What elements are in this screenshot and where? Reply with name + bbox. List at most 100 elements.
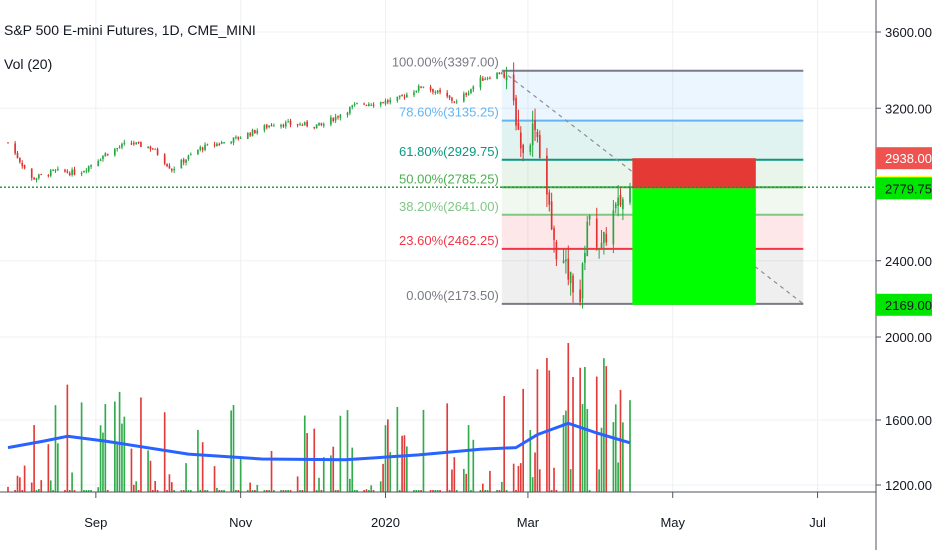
volume-bar — [197, 429, 199, 492]
price-candle — [595, 218, 598, 248]
price-label-box — [876, 147, 932, 170]
volume-bar — [263, 490, 266, 492]
volume-bar — [49, 480, 52, 492]
volume-bar — [320, 490, 323, 492]
volume-bar — [268, 490, 270, 492]
price-candle — [97, 160, 100, 167]
price-candle — [54, 169, 57, 171]
price-candle — [73, 169, 76, 175]
price-candle — [197, 149, 199, 155]
price-candle — [137, 141, 140, 143]
short-position-tool[interactable] — [632, 158, 756, 305]
price-candle — [403, 96, 406, 98]
price-candle — [432, 88, 434, 93]
price-candle — [204, 144, 206, 150]
price-candle — [64, 169, 66, 172]
price-candle — [339, 114, 342, 118]
volume-bar — [16, 475, 19, 492]
price-candle — [498, 72, 501, 75]
fib-level-label: 61.80%(2929.75) — [399, 144, 499, 159]
volume-bar — [406, 446, 408, 492]
price-candle — [330, 117, 332, 125]
volume-bar — [517, 466, 520, 492]
volume-bar — [398, 490, 401, 492]
price-candle — [320, 123, 323, 125]
price-candle — [130, 143, 133, 145]
price-candle — [251, 129, 254, 137]
volume-bar — [420, 490, 422, 492]
volume-bar — [116, 444, 119, 492]
volume-bar — [614, 404, 617, 492]
price-candle — [287, 121, 289, 123]
volume-bar — [21, 490, 24, 492]
volume-bar — [35, 490, 38, 492]
price-candle — [384, 100, 387, 104]
price-candle — [235, 136, 237, 138]
price-candle — [289, 120, 292, 125]
price-tick-label: 3200.00 — [885, 101, 932, 116]
price-candle — [413, 92, 415, 96]
price-candle — [132, 142, 135, 145]
volume-bar — [588, 490, 591, 492]
price-candle — [299, 124, 301, 126]
volume-bar — [99, 425, 102, 492]
volume-bar — [163, 412, 166, 492]
volume-bar — [515, 490, 517, 492]
price-candle — [467, 93, 470, 95]
volume-bar — [71, 472, 73, 492]
price-tick-label: 1200.00 — [885, 478, 932, 493]
volume-bar — [422, 409, 425, 492]
price-candle — [313, 126, 316, 128]
volume-bar — [382, 463, 384, 492]
price-candle — [548, 192, 551, 205]
volume-bar — [306, 433, 308, 492]
volume-bar — [318, 477, 320, 492]
time-tick-label: Nov — [229, 515, 253, 530]
volume-bar — [170, 482, 173, 492]
price-candle — [306, 121, 308, 127]
volume-bar — [182, 490, 185, 492]
price-candle — [517, 122, 520, 130]
volume-indicator-label[interactable]: Vol (20) — [4, 56, 53, 72]
price-candle — [579, 289, 581, 303]
volume-bar — [40, 480, 43, 492]
price-candle — [603, 231, 605, 244]
price-candle — [363, 103, 365, 105]
price-candle — [448, 95, 451, 98]
price-candle — [565, 259, 567, 262]
symbol-title[interactable]: S&P 500 E-mini Futures, 1D, CME_MINI — [4, 22, 256, 38]
price-candle — [553, 228, 555, 240]
price-candle — [182, 159, 185, 163]
price-candle — [389, 99, 392, 103]
price-candle — [453, 101, 456, 103]
price-candle — [121, 143, 123, 148]
volume-bar — [57, 443, 59, 492]
price-candle — [116, 148, 119, 150]
volume-bar — [617, 462, 619, 492]
volume-bar — [629, 400, 631, 492]
volume-bar — [232, 405, 235, 492]
price-candle — [33, 177, 35, 180]
price-candle — [379, 102, 382, 105]
price-candle — [522, 144, 524, 153]
volume-bar — [97, 487, 100, 492]
fib-zone — [501, 70, 804, 121]
volume-bar — [479, 490, 482, 492]
price-candle — [534, 120, 536, 130]
price-candle — [268, 125, 270, 127]
price-candle — [555, 241, 558, 260]
price-candle — [239, 137, 242, 139]
price-candle — [80, 173, 83, 175]
volume-bar — [301, 490, 304, 492]
price-candle — [90, 165, 92, 167]
volume-bar — [432, 490, 434, 492]
volume-bar — [180, 490, 183, 492]
volume-bar — [498, 490, 501, 492]
time-tick-label: Mar — [517, 515, 540, 530]
volume-bar — [85, 490, 88, 492]
volume-bar — [249, 482, 251, 492]
price-candle — [629, 186, 631, 203]
